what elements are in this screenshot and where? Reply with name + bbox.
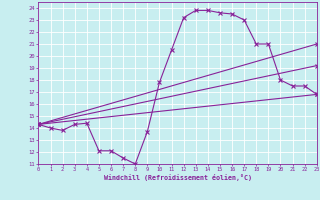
X-axis label: Windchill (Refroidissement éolien,°C): Windchill (Refroidissement éolien,°C) xyxy=(104,174,252,181)
